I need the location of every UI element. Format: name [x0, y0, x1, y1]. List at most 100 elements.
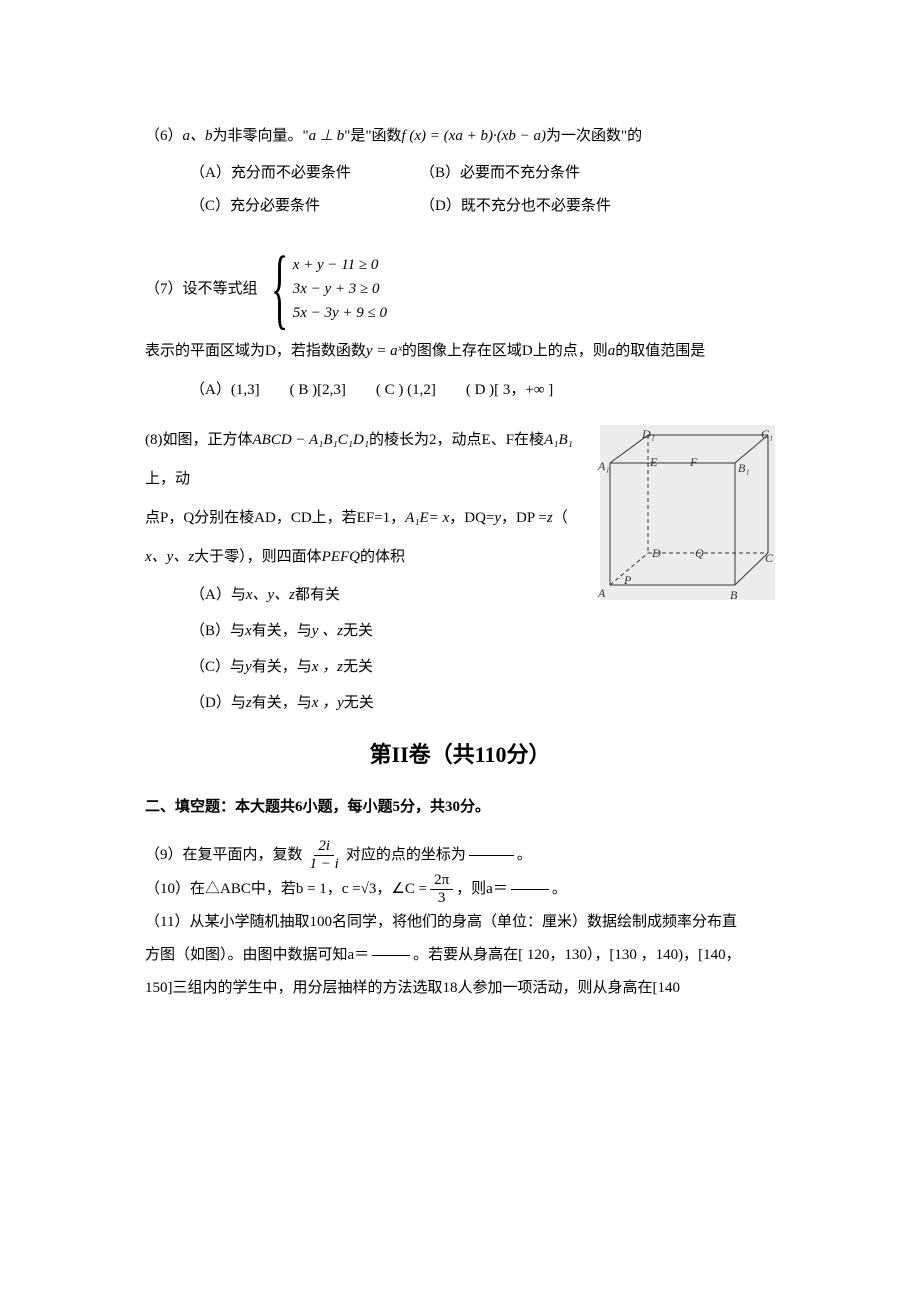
q6-perp: a ⊥ b	[309, 120, 345, 153]
q7-equations: x + y − 11 ≥ 0 3x − y + 3 ≥ 0 5x − 3y + …	[293, 253, 387, 325]
q10-mid: ，	[376, 873, 391, 906]
q7-opt-b: ( B )[2,3]	[290, 374, 346, 407]
q8-xyz: x、y、z	[145, 538, 194, 577]
q8c-mid: 有关，与	[252, 649, 312, 685]
lbl-e: E	[650, 449, 657, 475]
q6-t3: 为一次函数"的	[546, 120, 642, 153]
q8-t4: ，DQ=	[449, 499, 494, 538]
q10-frac-top: 2π	[430, 872, 453, 890]
q9-frac-bot: 1 − i	[306, 856, 343, 873]
q6-opt-a: （A）充分而不必要条件	[190, 157, 420, 190]
q8d-v2: x ，y	[312, 685, 344, 721]
q10-end: 。	[552, 873, 567, 906]
q8-y: y	[494, 499, 501, 538]
q8a-suf: 都有关	[295, 577, 340, 613]
q8c-v2: x ，z	[312, 649, 343, 685]
q8-opt-d: （D）与 z 有关，与 x ，y 无关	[190, 685, 590, 721]
q7-opt-a: （A）(1,3]	[190, 374, 260, 407]
q11-l2a: 方图（如图）。由图中数据可知a＝	[145, 939, 369, 972]
lbl-b: B	[730, 582, 737, 608]
q8-a1b1: A₁B₁	[544, 421, 573, 460]
q8b-mid: 有关，与	[252, 613, 312, 649]
q8d-suf: 无关	[344, 685, 374, 721]
q7-prefix: （7）设不等式组	[145, 273, 258, 306]
lbl-q: Q	[695, 540, 704, 566]
q8-prefix: (8)如图，正方体	[145, 421, 253, 460]
q7-eq2: 3x − y + 3 ≥ 0	[293, 277, 387, 301]
q6-t2: "是"函数	[344, 120, 401, 153]
q6-prefix: （6）	[145, 120, 183, 153]
q10-frac: 2π 3	[430, 872, 453, 906]
cube-figure: D₁ C₁ A₁ B₁ E F D Q C A P B	[600, 425, 775, 600]
q6-opt-d: （D）既不充分也不必要条件	[420, 190, 650, 223]
q11-l2b: 。若要从身高在[ 120，130），[130 ，140)，[140，	[413, 939, 740, 972]
q8-t6: （	[553, 499, 568, 538]
q8-t3: 点P，Q分别在棱AD，CD上，若EF=1，	[145, 499, 405, 538]
lbl-p: P	[624, 567, 631, 593]
q9-suffix: 对应的点的坐标为	[346, 839, 466, 872]
q8a-v: x、y、z	[246, 577, 295, 613]
q8c-suf: 无关	[343, 649, 373, 685]
q8-options: （A）与 x、y、z 都有关 （B）与 x 有关，与 y 、z 无关 （C）与 …	[145, 577, 590, 721]
q8-line1: (8)如图，正方体 ABCD − A₁B₁C₁D₁ 的棱长为2，动点E、F在棱 …	[145, 421, 590, 499]
q6-stem: （6） a、b 为非零向量。" a ⊥ b "是"函数 f (x) = (xa …	[145, 120, 775, 153]
q6-options: （A）充分而不必要条件 （B）必要而不充分条件 （C）充分必要条件 （D）既不充…	[145, 157, 775, 223]
q10-frac-bot: 3	[434, 890, 450, 907]
lbl-c1: C₁	[761, 421, 773, 447]
q8d-pre: （D）与	[190, 685, 246, 721]
q9-frac: 2i 1 − i	[306, 838, 343, 872]
q8b-pre: （B）与	[190, 613, 245, 649]
q7-opt-d: ( D )[ 3，+∞ ]	[466, 374, 553, 407]
lbl-a: A	[598, 580, 605, 606]
q8-t7: 大于零），则四面体	[194, 538, 322, 577]
lbl-d: D	[652, 540, 661, 566]
lbl-d1: D₁	[642, 421, 655, 447]
q9-frac-top: 2i	[314, 838, 334, 856]
q7-a: a	[608, 335, 616, 368]
question-8: (8)如图，正方体 ABCD − A₁B₁C₁D₁ 的棱长为2，动点E、F在棱 …	[145, 421, 775, 721]
q11-line2: 方图（如图）。由图中数据可知a＝ 。若要从身高在[ 120，130），[130 …	[145, 939, 775, 972]
q8-opt-b: （B）与 x 有关，与 y 、z 无关	[190, 613, 590, 649]
section2-label: 二、填空题：本大题共6小题，每小题5分，共30分。	[145, 791, 775, 824]
q10-blank	[511, 889, 549, 890]
part2-title: 第II卷（共110分）	[145, 731, 775, 779]
q7-options: （A）(1,3] ( B )[2,3] ( C ) (1,2] ( D )[ 3…	[145, 374, 775, 407]
q8-line2: 点P，Q分别在棱AD，CD上，若EF=1， A₁E= x ，DQ= y ，DP …	[145, 499, 590, 538]
q9-end: 。	[517, 839, 532, 872]
q8-opt-a: （A）与 x、y、z 都有关	[190, 577, 590, 613]
question-7: （7）设不等式组 { x + y − 11 ≥ 0 3x − y + 3 ≥ 0…	[145, 253, 775, 407]
q7-t2: 的图像上存在区域D上的点，则	[402, 335, 608, 368]
question-9: （9）在复平面内，复数 2i 1 − i 对应的点的坐标为 。	[145, 838, 775, 872]
q8b-suf: 无关	[343, 613, 373, 649]
lbl-f: F	[690, 449, 697, 475]
q6-t1: 为非零向量。"	[213, 120, 309, 153]
q8-line3: x、y、z 大于零），则四面体 PEFQ 的体积	[145, 538, 590, 577]
lbl-a1: A₁	[598, 453, 610, 479]
q10-angle: ∠C =	[391, 873, 427, 906]
q8b-v1: x	[245, 613, 252, 649]
q8a-pre: （A）与	[190, 577, 246, 613]
q7-eq1: x + y − 11 ≥ 0	[293, 253, 387, 277]
q7-t1: 表示的平面区域为D，若指数函数	[145, 335, 366, 368]
lbl-c: C	[765, 545, 773, 571]
q11-line1: （11）从某小学随机抽取100名同学，将他们的身高（单位：厘米）数据绘制成频率分…	[145, 906, 775, 939]
q8d-mid: 有关，与	[252, 685, 312, 721]
q6-opt-c: （C）充分必要条件	[190, 190, 420, 223]
q8-pefq: PEFQ	[322, 538, 360, 577]
question-6: （6） a、b 为非零向量。" a ⊥ b "是"函数 f (x) = (xa …	[145, 120, 775, 223]
q8-opt-c: （C）与 y 有关，与 x ，z 无关	[190, 649, 590, 685]
left-brace: {	[270, 253, 287, 325]
q8-a1e: A₁E= x	[405, 499, 449, 538]
q11-blank	[372, 955, 410, 956]
q8-text: (8)如图，正方体 ABCD − A₁B₁C₁D₁ 的棱长为2，动点E、F在棱 …	[145, 421, 590, 721]
q10-suffix: ，则a＝	[456, 873, 508, 906]
q7-yax: y = aˣ	[366, 335, 402, 368]
q8b-v2: y 、z	[312, 613, 343, 649]
lbl-b1: B₁	[738, 455, 750, 481]
q8-t5: ，DP =	[501, 499, 547, 538]
q7-opt-c: ( C ) (1,2]	[376, 374, 436, 407]
q9-blank	[469, 855, 514, 856]
q7-t3: 的取值范围是	[615, 335, 705, 368]
q8c-pre: （C）与	[190, 649, 245, 685]
q10-sqrt: √3	[361, 873, 377, 906]
